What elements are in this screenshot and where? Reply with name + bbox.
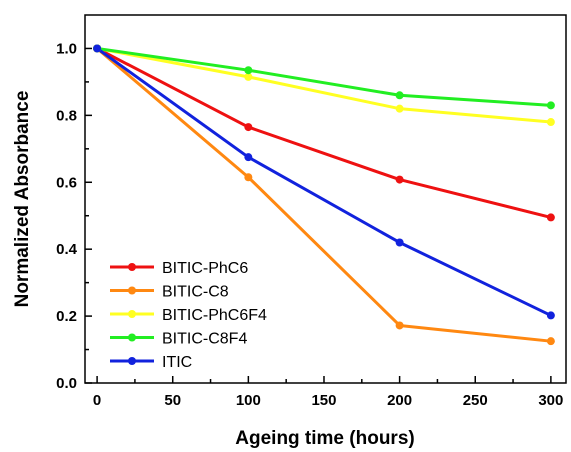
x-axis-title: Ageing time (hours) xyxy=(235,428,414,449)
y-tick-label: 0.0 xyxy=(56,375,77,392)
plot-frame xyxy=(84,14,567,384)
data-point xyxy=(244,123,253,132)
data-point xyxy=(546,101,555,110)
x-tick-label: 50 xyxy=(164,392,181,409)
data-point xyxy=(395,91,404,100)
x-tick-label: 0 xyxy=(93,392,101,409)
series-line xyxy=(96,47,552,343)
series-line xyxy=(96,47,552,219)
series-line xyxy=(96,46,551,107)
legend-label: BITIC-PhC6F4 xyxy=(162,307,267,324)
y-tick-label: 0.6 xyxy=(56,174,77,191)
legend-label: BITIC-PhC6 xyxy=(162,260,248,277)
series-line xyxy=(96,46,552,124)
data-point xyxy=(546,118,555,127)
x-tick-label: 100 xyxy=(236,392,261,409)
legend-marker xyxy=(128,286,136,295)
y-tick-label: 0.2 xyxy=(56,308,77,325)
y-axis-title: Normalized Absorbance xyxy=(12,91,33,308)
data-point xyxy=(244,72,253,81)
data-point xyxy=(244,153,253,162)
legend-marker xyxy=(128,310,136,318)
x-axis: 0 50 100 150 200 250 300 xyxy=(93,376,563,409)
legend: BITIC-PhC6 BITIC-C8 BITIC-PhC6F4 BITIC-C8F4… xyxy=(110,260,267,371)
x-tick-label: 300 xyxy=(538,392,563,409)
y-tick-label: 1.0 xyxy=(56,40,77,57)
y-tick-label: 0.4 xyxy=(56,241,78,258)
x-tick-label: 250 xyxy=(463,392,488,409)
legend-marker xyxy=(128,333,136,342)
series-line xyxy=(96,47,552,317)
data-point xyxy=(546,213,555,222)
legend-label: ITIC xyxy=(162,354,192,371)
data-point xyxy=(395,104,404,113)
legend-marker xyxy=(128,263,136,271)
data-point xyxy=(395,238,404,247)
plot-lines xyxy=(93,44,555,346)
legend-label: BITIC-C8 xyxy=(162,284,229,301)
data-point xyxy=(546,337,555,346)
data-point xyxy=(244,173,253,182)
data-point xyxy=(546,311,555,320)
y-axis: 0.0 0.2 0.4 0.6 0.8 1.0 xyxy=(56,40,92,392)
x-tick-label: 150 xyxy=(311,392,336,409)
data-point xyxy=(395,321,404,330)
data-point xyxy=(93,44,102,53)
legend-marker xyxy=(128,357,136,365)
data-point xyxy=(395,175,404,184)
y-tick-label: 0.8 xyxy=(56,107,77,124)
data-point xyxy=(244,66,253,75)
x-tick-label: 200 xyxy=(387,392,412,409)
legend-label: BITIC-C8F4 xyxy=(162,331,247,348)
